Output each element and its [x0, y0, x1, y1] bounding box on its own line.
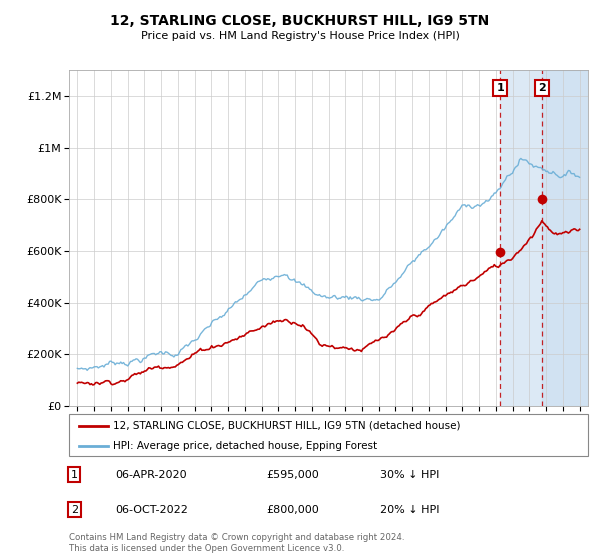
- Text: £800,000: £800,000: [266, 505, 319, 515]
- Text: 12, STARLING CLOSE, BUCKHURST HILL, IG9 5TN (detached house): 12, STARLING CLOSE, BUCKHURST HILL, IG9 …: [113, 421, 461, 431]
- Text: 2: 2: [71, 505, 78, 515]
- Text: HPI: Average price, detached house, Epping Forest: HPI: Average price, detached house, Eppi…: [113, 441, 377, 451]
- Text: 2: 2: [538, 83, 546, 93]
- Text: 06-OCT-2022: 06-OCT-2022: [116, 505, 188, 515]
- Bar: [500, 70, 588, 406]
- FancyBboxPatch shape: [69, 414, 588, 456]
- Text: 12, STARLING CLOSE, BUCKHURST HILL, IG9 5TN: 12, STARLING CLOSE, BUCKHURST HILL, IG9 …: [110, 14, 490, 28]
- Text: Contains HM Land Registry data © Crown copyright and database right 2024.
This d: Contains HM Land Registry data © Crown c…: [69, 533, 404, 553]
- Text: £595,000: £595,000: [266, 470, 319, 479]
- Bar: [542, 70, 588, 406]
- Text: 06-APR-2020: 06-APR-2020: [116, 470, 187, 479]
- Text: 20% ↓ HPI: 20% ↓ HPI: [380, 505, 440, 515]
- Text: 30% ↓ HPI: 30% ↓ HPI: [380, 470, 440, 479]
- Text: Price paid vs. HM Land Registry's House Price Index (HPI): Price paid vs. HM Land Registry's House …: [140, 31, 460, 41]
- Text: 1: 1: [496, 83, 504, 93]
- Text: 1: 1: [71, 470, 77, 479]
